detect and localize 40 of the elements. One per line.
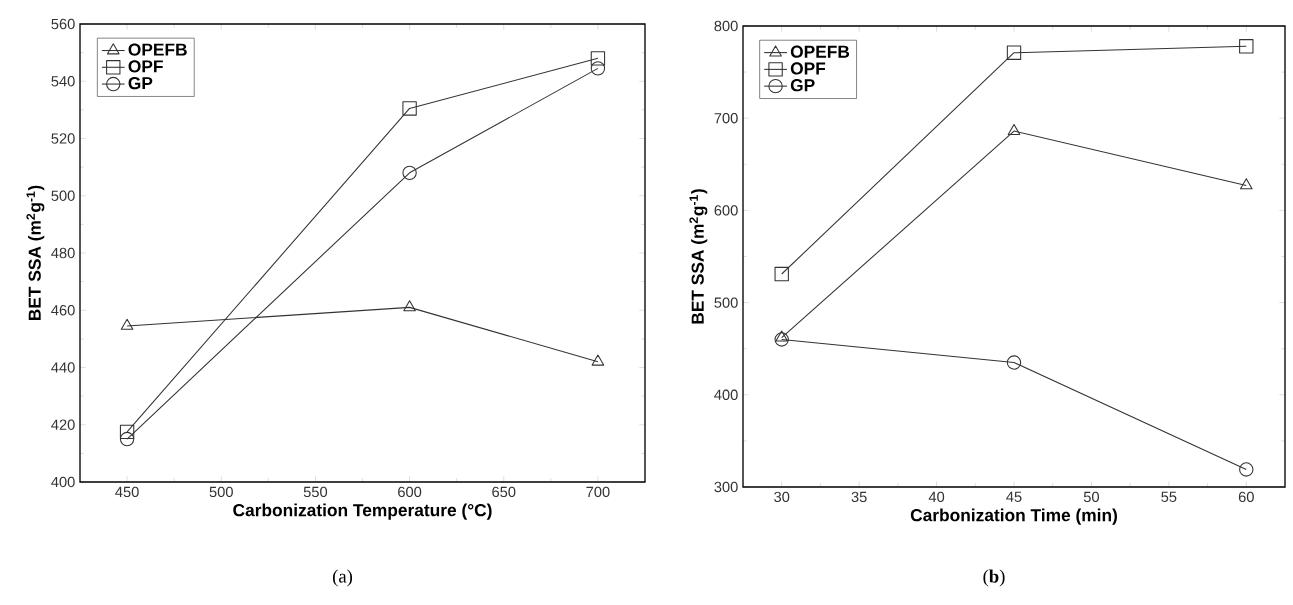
x-tick-label: 600 xyxy=(398,486,422,498)
x-tick-label: 55 xyxy=(1161,491,1177,502)
y-tick-label: 800 xyxy=(714,20,738,32)
y-tick-label: 560 xyxy=(51,18,75,30)
x-tick-label: 450 xyxy=(115,486,139,498)
y-axis-title: BET SSA (m$^{2}$g$^{-1}$) xyxy=(689,189,708,324)
y-tick-label: 460 xyxy=(51,305,75,316)
x-tick-label: 60 xyxy=(1238,491,1254,503)
x-tick-label: 650 xyxy=(492,486,516,498)
y-tick-label: 400 xyxy=(714,389,738,400)
y-tick-label: 300 xyxy=(714,481,738,493)
x-tick-label: 30 xyxy=(774,491,790,503)
legend-label: OPEFB xyxy=(128,43,187,56)
y-tick-label: 480 xyxy=(51,247,75,259)
legend-label: OPF xyxy=(128,60,163,73)
y-tick-label: 500 xyxy=(51,190,75,201)
legend-label: GP xyxy=(128,77,153,90)
x-axis-title: Carbonization Temperature (°C) xyxy=(233,503,492,520)
x-tick-label: 500 xyxy=(209,486,233,498)
text: (b) xyxy=(983,569,1005,587)
y-tick-label: 440 xyxy=(51,362,75,373)
y-axis-title: BET SSA (m$^{2}$g$^{-1}$) xyxy=(26,185,45,321)
y-tick-label: 400 xyxy=(51,476,75,488)
y-tick-label: 500 xyxy=(714,297,738,308)
x-tick-label: 550 xyxy=(303,486,328,498)
legend-label: OPEFB xyxy=(790,45,850,58)
x-tick-label: 50 xyxy=(1083,491,1099,503)
legend-label: OPF xyxy=(790,62,826,75)
x-tick-label: 35 xyxy=(851,491,867,503)
legend-label: GP xyxy=(790,79,815,92)
y-tick-label: 520 xyxy=(51,133,75,144)
y-tick-label: 700 xyxy=(714,113,738,124)
x-tick-label: 700 xyxy=(586,486,610,498)
y-tick-label: 600 xyxy=(714,205,738,216)
x-axis-title: Carbonization Time (min) xyxy=(910,508,1117,525)
x-tick-label: 40 xyxy=(928,491,945,503)
text: (a) xyxy=(332,569,353,587)
x-tick-label: 45 xyxy=(1006,491,1022,502)
y-tick-label: 540 xyxy=(51,76,75,87)
y-tick-label: 420 xyxy=(51,419,75,430)
